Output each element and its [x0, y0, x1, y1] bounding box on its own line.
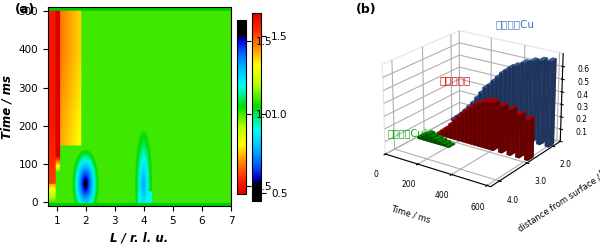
- Y-axis label: Time / ms: Time / ms: [0, 75, 13, 139]
- Text: 析出したCu: 析出したCu: [496, 19, 535, 29]
- X-axis label: Time / ms: Time / ms: [390, 204, 432, 225]
- X-axis label: L / r. l. u.: L / r. l. u.: [110, 231, 169, 244]
- Text: 水和したCu²⁺: 水和したCu²⁺: [388, 128, 434, 138]
- Y-axis label: distance from surface /Å: distance from surface /Å: [517, 170, 600, 234]
- Text: (b): (b): [356, 3, 377, 16]
- Text: (a): (a): [15, 3, 35, 16]
- Text: 硫酸イオン: 硫酸イオン: [440, 75, 471, 85]
